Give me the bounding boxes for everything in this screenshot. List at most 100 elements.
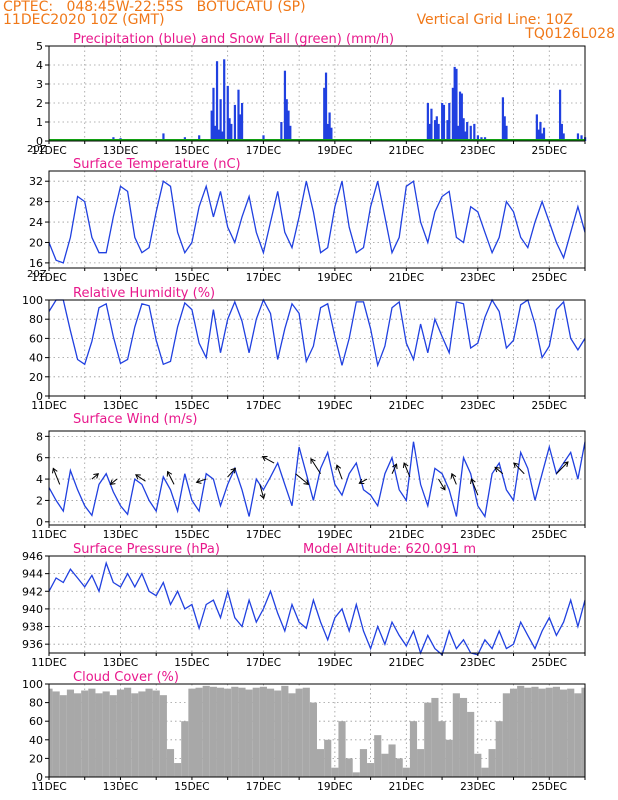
x-tick-label: 21DEC <box>389 781 424 793</box>
wind-arrow <box>196 478 207 483</box>
cloud-cover-bar <box>545 687 553 777</box>
panel-2: 16 20 24 28 32 11DEC 13DEC 15DEC 17DEC 19DEC 21DEC… <box>29 157 586 284</box>
cloud-cover-bar <box>216 687 225 777</box>
precip-bar <box>324 72 328 141</box>
panel-background <box>49 171 585 268</box>
x-tick-label: 15DEC <box>174 529 209 541</box>
wind-arrow <box>310 458 321 474</box>
x-tick-label: 11DEC <box>31 272 66 284</box>
y-tick-label: 40 <box>29 734 43 747</box>
x-tick-label: 13DEC <box>103 781 138 793</box>
y-tick-label: 16 <box>29 257 43 270</box>
cloud-cover-bar <box>281 685 289 777</box>
cloud-cover-bar <box>352 772 360 777</box>
cloud-cover-bar <box>552 686 560 777</box>
cloud-cover-bar <box>481 767 489 777</box>
cloud-cover-bar <box>538 688 546 777</box>
cloud-cover-bar <box>138 691 146 777</box>
wind-arrow <box>336 465 343 480</box>
precip-bar <box>237 89 240 141</box>
x-tick-label: 25DEC <box>532 657 567 669</box>
station-header: CPTEC: 048:45W-22:55S BOTUCATU (SP) <box>3 0 306 15</box>
y-tick-label: 0 <box>36 771 43 784</box>
wind-arrow <box>391 463 397 474</box>
wind-arrow <box>295 473 309 485</box>
series-line <box>48 298 586 368</box>
wind-arrow-head <box>513 462 519 469</box>
x-tick-label: 11DEC <box>31 529 66 541</box>
precip-bar <box>580 135 583 141</box>
panel-6: 0 20 40 60 80 100 11DEC 13DEC 15DEC 17DEC 19DEC 21D… <box>22 670 586 793</box>
precip-bar <box>462 118 465 141</box>
x-tick-label: 11DEC <box>31 781 66 793</box>
wind-arrow-head <box>303 479 310 486</box>
y-tick-label: 4 <box>36 59 43 72</box>
y-tick-label: 942 <box>22 585 43 598</box>
precip-bar <box>562 133 565 141</box>
panel-frame <box>48 683 586 778</box>
x-tick-label: 25DEC <box>532 272 567 284</box>
y-tick-label: 100 <box>22 678 43 691</box>
cloud-cover-bar <box>574 693 582 777</box>
vertical-grid-note: Vertical Grid Line: 10Z <box>416 12 573 28</box>
precip-bar <box>228 118 231 141</box>
wind-arrow <box>52 468 61 485</box>
panel-frame <box>48 430 586 526</box>
x-tick-label: 19DEC <box>317 781 352 793</box>
precip-bar <box>326 123 329 141</box>
cloud-cover-bar <box>131 693 139 777</box>
cloud-cover-bar <box>374 735 382 777</box>
precip-bar <box>430 108 433 141</box>
cloud-cover-bar <box>195 687 203 777</box>
panel-title: Precipitation (blue) and Snow Fall (gree… <box>73 32 394 47</box>
wind-arrow-head <box>450 472 457 479</box>
precip-bar <box>287 110 290 141</box>
precip-bar <box>448 103 451 141</box>
wind-arrow-head <box>494 466 501 473</box>
cloud-cover-bar <box>88 688 96 777</box>
panel-background <box>49 431 585 525</box>
cloud-cover-bar <box>252 687 260 777</box>
cloud-cover-bar <box>359 749 368 777</box>
y-tick-label: 2 <box>36 97 43 110</box>
panel-frame <box>48 170 586 269</box>
precip-bar <box>441 103 444 141</box>
precip-bar <box>464 131 467 141</box>
wind-arrow-head <box>166 470 173 477</box>
cloud-cover-bar <box>567 688 575 777</box>
cloud-cover-bar <box>231 686 239 777</box>
x-tick-label: 17DEC <box>246 529 281 541</box>
x-tick-label: 19DEC <box>317 400 352 412</box>
cloud-cover-bar <box>49 688 53 777</box>
wind-arrow <box>262 456 275 464</box>
precip-bar <box>451 87 454 141</box>
precip-bar <box>501 97 505 141</box>
run-date: 11DEC2020 10Z (GMT) <box>3 12 165 28</box>
wind-arrow-head <box>93 473 100 479</box>
precip-bar <box>433 120 437 141</box>
panel-frame <box>48 45 586 142</box>
panel-annotation: Model Altitude: 620.091 m <box>303 542 476 557</box>
wind-arrow-head <box>230 467 237 474</box>
wind-arrow-head <box>51 467 58 474</box>
x-tick-label: 17DEC <box>246 781 281 793</box>
cloud-cover-bar <box>295 688 303 777</box>
panel-title: Surface Temperature (nC) <box>73 157 241 172</box>
x-tick-label: 21DEC <box>389 657 424 669</box>
y-tick-label: 936 <box>22 638 43 651</box>
wind-arrow-head <box>195 478 202 484</box>
x-tick-label: 23DEC <box>460 400 495 412</box>
cloud-cover-bar <box>174 763 182 777</box>
wind-arrow <box>556 461 569 475</box>
model-id: TQ0126L028 <box>525 26 615 42</box>
precip-bar <box>285 99 288 141</box>
precip-bar <box>458 91 462 141</box>
precip-bar <box>328 112 331 141</box>
x-tick-label: 13DEC <box>103 400 138 412</box>
precip-bar <box>453 66 456 141</box>
cloud-cover-bar <box>367 763 375 777</box>
precip-bar <box>539 122 542 141</box>
cloud-cover-bar <box>302 687 310 777</box>
precip-bar <box>576 133 580 141</box>
